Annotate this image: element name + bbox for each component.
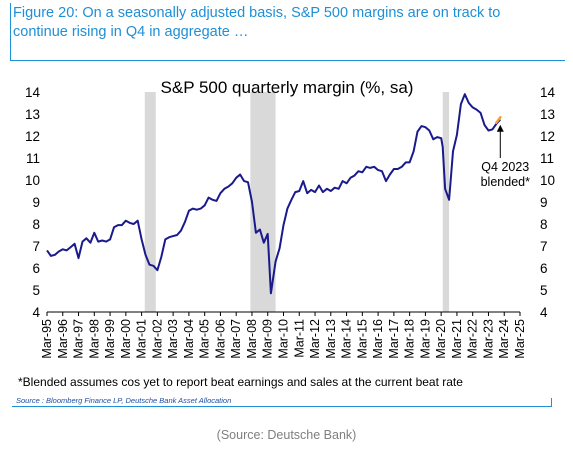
x-tick-label: Mar-17 [387,319,401,359]
x-tick-label: Mar-98 [87,319,101,359]
y-tick-label-right: 14 [540,85,556,100]
annotation-label-line: blended* [481,175,530,189]
source-divider-tick [551,398,552,407]
y-tick-label-left: 5 [32,283,40,298]
y-tick-label-right: 11 [540,151,554,166]
x-tick-label: Mar-02 [150,319,164,359]
x-tick-label: Mar-03 [166,319,180,359]
x-tick-label: Mar-12 [308,319,322,359]
x-tick-label: Mar-20 [434,319,448,359]
y-tick-label-left: 9 [32,195,40,210]
figure-title: Figure 20: On a seasonally adjusted basi… [13,5,501,40]
y-tick-label-right: 8 [540,217,548,232]
x-tick-label: Mar-04 [182,319,196,359]
x-tick-label: Mar-00 [119,319,133,359]
recession-band-1 [250,92,276,312]
source-divider [12,406,552,407]
title-accent-rule [10,3,11,61]
x-tick-label: Mar-14 [340,319,354,359]
y-tick-label-right: 12 [540,129,555,144]
x-tick-label: Mar-18 [403,319,417,359]
x-tick-label: Mar-09 [261,319,275,359]
y-tick-label-right: 9 [540,195,548,210]
chart-title: S&P 500 quarterly margin (%, sa) [161,78,414,97]
x-tick-label: Mar-96 [56,319,70,359]
y-tick-label-left: 14 [25,85,41,100]
blended-series-line [495,116,502,125]
recession-shading-group [144,92,450,312]
series-group [46,93,502,295]
recession-band-0 [144,92,156,312]
recession-band-2 [442,92,450,312]
margin-series-line [46,93,502,295]
annotation-arrow-head [496,124,504,132]
x-tick-label: Mar-95 [40,319,54,359]
x-tick-label: Mar-22 [466,319,480,359]
x-tick-label: Mar-23 [481,319,495,359]
y-tick-label-right: 4 [540,305,548,320]
annotation-label-line: Q4 2023 [481,160,529,174]
x-tick-label: Mar-19 [418,319,432,359]
y-tick-label-right: 6 [540,261,548,276]
x-tick-label: Mar-16 [371,319,385,359]
y-tick-label-left: 12 [25,129,40,144]
y-tick-label-right: 5 [540,283,548,298]
x-tick-label: Mar-05 [198,319,212,359]
y-tick-label-right: 7 [540,239,548,254]
x-tick-label: Mar-15 [355,319,369,359]
x-tick-label: Mar-07 [229,319,243,359]
y-tick-label-right: 13 [540,107,555,122]
y-tick-label-left: 8 [32,217,40,232]
x-tick-label: Mar-99 [103,319,117,359]
y-tick-label-left: 6 [32,261,40,276]
x-tick-label: Mar-08 [245,319,259,359]
x-tick-label: Mar-24 [497,319,511,359]
y-tick-label-right: 10 [540,173,555,188]
x-tick-label: Mar-25 [513,319,527,359]
source-note: Source : Bloomberg Finance LP, Deutsche … [16,396,232,405]
x-tick-label: Mar-13 [324,319,338,359]
title-divider [10,60,565,61]
y-tick-label-left: 4 [32,305,40,320]
footnote: *Blended assumes cos yet to report beat … [18,375,463,389]
image-caption: (Source: Deutsche Bank) [216,428,357,442]
x-tick-label: Mar-97 [72,319,86,359]
y-tick-label-left: 10 [25,173,40,188]
x-tick-label: Mar-10 [277,319,291,359]
x-tick-label: Mar-21 [450,319,464,359]
y-tick-label-left: 13 [25,107,40,122]
y-tick-label-left: 11 [26,151,40,166]
x-tick-label: Mar-01 [135,319,149,359]
x-tick-label: Mar-06 [213,319,227,359]
x-tick-label: Mar-11 [292,319,306,358]
y-tick-label-left: 7 [32,239,40,254]
